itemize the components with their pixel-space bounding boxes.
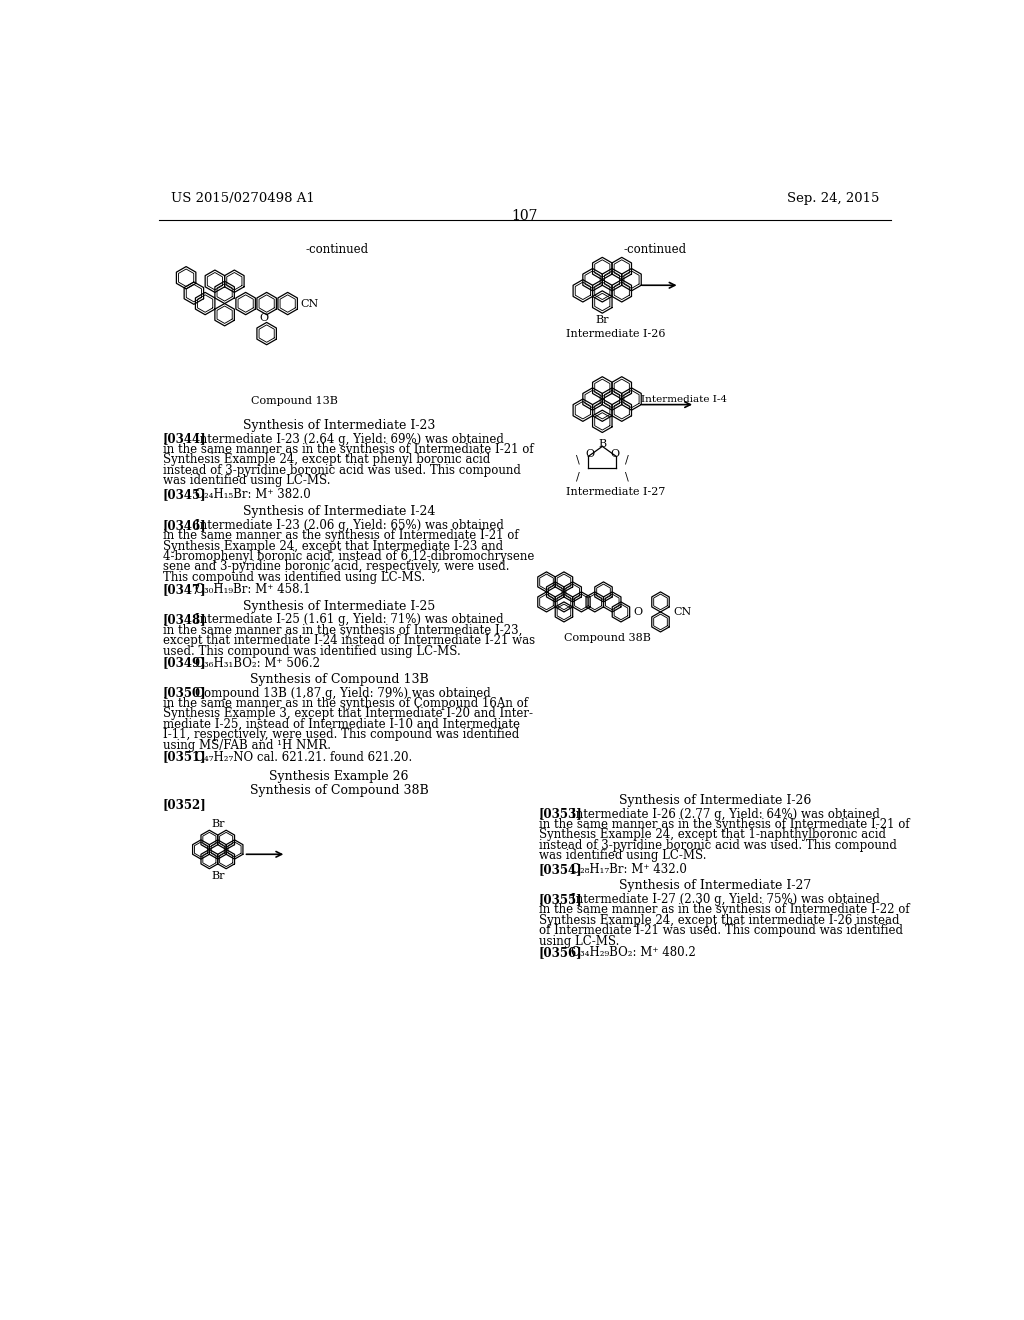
Text: Intermediate I-23 (2.64 g, Yield: 69%) was obtained: Intermediate I-23 (2.64 g, Yield: 69%) w… bbox=[196, 433, 504, 446]
Text: Intermediate I-26: Intermediate I-26 bbox=[566, 329, 666, 338]
Text: in the same manner as the synthesis of Intermediate I-21 of: in the same manner as the synthesis of I… bbox=[163, 529, 518, 543]
Text: C₃₆H₃₁BO₂: M⁺ 506.2: C₃₆H₃₁BO₂: M⁺ 506.2 bbox=[196, 656, 321, 669]
Text: [0352]: [0352] bbox=[163, 799, 207, 812]
Text: Sep. 24, 2015: Sep. 24, 2015 bbox=[786, 191, 879, 205]
Text: in the same manner as in the synthesis of Intermediate I-22 of: in the same manner as in the synthesis o… bbox=[539, 903, 909, 916]
Text: [0354]: [0354] bbox=[539, 863, 583, 876]
Text: Synthesis Example 26: Synthesis Example 26 bbox=[269, 770, 409, 783]
Text: using LC-MS.: using LC-MS. bbox=[539, 935, 620, 948]
Text: C₄₇H₂₇NO cal. 621.21. found 621.20.: C₄₇H₂₇NO cal. 621.21. found 621.20. bbox=[196, 751, 413, 763]
Text: [0344]: [0344] bbox=[163, 433, 207, 446]
Text: in the same manner as in the synthesis of Intermediate I-21 of: in the same manner as in the synthesis o… bbox=[539, 818, 909, 830]
Text: Synthesis of Intermediate I-25: Synthesis of Intermediate I-25 bbox=[243, 599, 435, 612]
Text: Br: Br bbox=[596, 315, 609, 326]
Text: instead of 3-pyridine boronic acid was used. This compound: instead of 3-pyridine boronic acid was u… bbox=[539, 838, 897, 851]
Text: -continued: -continued bbox=[624, 243, 686, 256]
Text: I-11, respectively, were used. This compound was identified: I-11, respectively, were used. This comp… bbox=[163, 729, 519, 742]
Text: of Intermediate I-21 was used. This compound was identified: of Intermediate I-21 was used. This comp… bbox=[539, 924, 903, 937]
Text: O: O bbox=[259, 313, 268, 323]
Text: B: B bbox=[598, 438, 606, 449]
Text: in the same manner as in the synthesis of Intermediate I-23,: in the same manner as in the synthesis o… bbox=[163, 624, 522, 636]
Text: Intermediate I-27: Intermediate I-27 bbox=[566, 487, 666, 498]
Text: O: O bbox=[586, 449, 595, 458]
Text: CN: CN bbox=[673, 607, 691, 616]
Text: O: O bbox=[610, 449, 620, 458]
Text: -continued: -continued bbox=[306, 243, 369, 256]
Text: [0346]: [0346] bbox=[163, 519, 207, 532]
Text: except that intermediate I-24 instead of Intermediate I-21 was: except that intermediate I-24 instead of… bbox=[163, 635, 535, 647]
Text: /: / bbox=[626, 455, 629, 465]
Text: Synthesis Example 24, except that Intermediate I-23 and: Synthesis Example 24, except that Interm… bbox=[163, 540, 503, 553]
Text: C₃₄H₂₉BO₂: M⁺ 480.2: C₃₄H₂₉BO₂: M⁺ 480.2 bbox=[571, 946, 696, 960]
Text: [0356]: [0356] bbox=[539, 946, 583, 960]
Text: C₂₄H₁₅Br: M⁺ 382.0: C₂₄H₁₅Br: M⁺ 382.0 bbox=[196, 488, 311, 502]
Text: mediate I-25, instead of Intermediate I-10 and Intermediate: mediate I-25, instead of Intermediate I-… bbox=[163, 718, 520, 731]
Text: instead of 3-pyridine boronic acid was used. This compound: instead of 3-pyridine boronic acid was u… bbox=[163, 463, 521, 477]
Text: Compound 38B: Compound 38B bbox=[564, 634, 651, 643]
Text: Synthesis Example 24, except that intermediate I-26 instead: Synthesis Example 24, except that interm… bbox=[539, 913, 899, 927]
Text: Compound 13B: Compound 13B bbox=[251, 396, 338, 405]
Text: This compound was identified using LC-MS.: This compound was identified using LC-MS… bbox=[163, 570, 425, 583]
Text: [0350]: [0350] bbox=[163, 686, 207, 700]
Text: Synthesis of Intermediate I-27: Synthesis of Intermediate I-27 bbox=[618, 879, 811, 892]
Text: 107: 107 bbox=[512, 209, 538, 223]
Text: sene and 3-pyridine boronic acid, respectively, were used.: sene and 3-pyridine boronic acid, respec… bbox=[163, 560, 509, 573]
Text: Synthesis Example 24, except that phenyl boronic acid: Synthesis Example 24, except that phenyl… bbox=[163, 453, 490, 466]
Text: Compound 13B (1.87 g, Yield: 79%) was obtained: Compound 13B (1.87 g, Yield: 79%) was ob… bbox=[196, 686, 492, 700]
Text: Intermediate I-4: Intermediate I-4 bbox=[641, 396, 727, 404]
Text: using MS/FAB and ¹H NMR.: using MS/FAB and ¹H NMR. bbox=[163, 739, 331, 751]
Text: Synthesis of Compound 13B: Synthesis of Compound 13B bbox=[250, 673, 429, 686]
Text: /: / bbox=[575, 471, 580, 480]
Text: used. This compound was identified using LC-MS.: used. This compound was identified using… bbox=[163, 644, 461, 657]
Text: \: \ bbox=[575, 455, 580, 465]
Text: [0351]: [0351] bbox=[163, 751, 207, 763]
Text: Br: Br bbox=[211, 871, 224, 880]
Text: C₃₀H₁₉Br: M⁺ 458.1: C₃₀H₁₉Br: M⁺ 458.1 bbox=[196, 583, 311, 597]
Text: Br: Br bbox=[211, 818, 224, 829]
Text: Synthesis Example 3, except that Intermediate I-20 and Inter-: Synthesis Example 3, except that Interme… bbox=[163, 708, 532, 721]
Text: Synthesis of Intermediate I-23: Synthesis of Intermediate I-23 bbox=[243, 418, 435, 432]
Text: was identified using LC-MS.: was identified using LC-MS. bbox=[539, 849, 707, 862]
Text: Intermediate I-25 (1.61 g, Yield: 71%) was obtained: Intermediate I-25 (1.61 g, Yield: 71%) w… bbox=[196, 614, 504, 627]
Text: Intermediate I-27 (2.30 g, Yield: 75%) was obtained: Intermediate I-27 (2.30 g, Yield: 75%) w… bbox=[571, 892, 881, 906]
Text: [0348]: [0348] bbox=[163, 614, 207, 627]
Text: [0347]: [0347] bbox=[163, 583, 207, 597]
Text: Intermediate I-26 (2.77 g, Yield: 64%) was obtained: Intermediate I-26 (2.77 g, Yield: 64%) w… bbox=[571, 808, 881, 821]
Text: US 2015/0270498 A1: US 2015/0270498 A1 bbox=[171, 191, 314, 205]
Text: Synthesis of Compound 38B: Synthesis of Compound 38B bbox=[250, 784, 429, 797]
Text: 4-bromophenyl boronic acid, instead of 6,12-dibromochrysene: 4-bromophenyl boronic acid, instead of 6… bbox=[163, 550, 535, 562]
Text: Intermediate I-23 (2.06 g, Yield: 65%) was obtained: Intermediate I-23 (2.06 g, Yield: 65%) w… bbox=[196, 519, 504, 532]
Text: Synthesis of Intermediate I-26: Synthesis of Intermediate I-26 bbox=[618, 793, 811, 807]
Text: in the same manner as in the synthesis of Intermediate I-21 of: in the same manner as in the synthesis o… bbox=[163, 444, 534, 455]
Text: [0353]: [0353] bbox=[539, 808, 583, 821]
Text: was identified using LC-MS.: was identified using LC-MS. bbox=[163, 474, 331, 487]
Text: O: O bbox=[634, 607, 643, 616]
Text: Synthesis Example 24, except that 1-naphthylboronic acid: Synthesis Example 24, except that 1-naph… bbox=[539, 829, 886, 841]
Text: in the same manner as in the synthesis of Compound 16An of: in the same manner as in the synthesis o… bbox=[163, 697, 528, 710]
Text: \: \ bbox=[626, 471, 629, 480]
Text: C₂₈H₁₇Br: M⁺ 432.0: C₂₈H₁₇Br: M⁺ 432.0 bbox=[571, 863, 687, 876]
Text: [0355]: [0355] bbox=[539, 892, 583, 906]
Text: [0349]: [0349] bbox=[163, 656, 207, 669]
Text: Synthesis of Intermediate I-24: Synthesis of Intermediate I-24 bbox=[243, 506, 435, 517]
Text: [0345]: [0345] bbox=[163, 488, 207, 502]
Text: CN: CN bbox=[300, 298, 318, 309]
